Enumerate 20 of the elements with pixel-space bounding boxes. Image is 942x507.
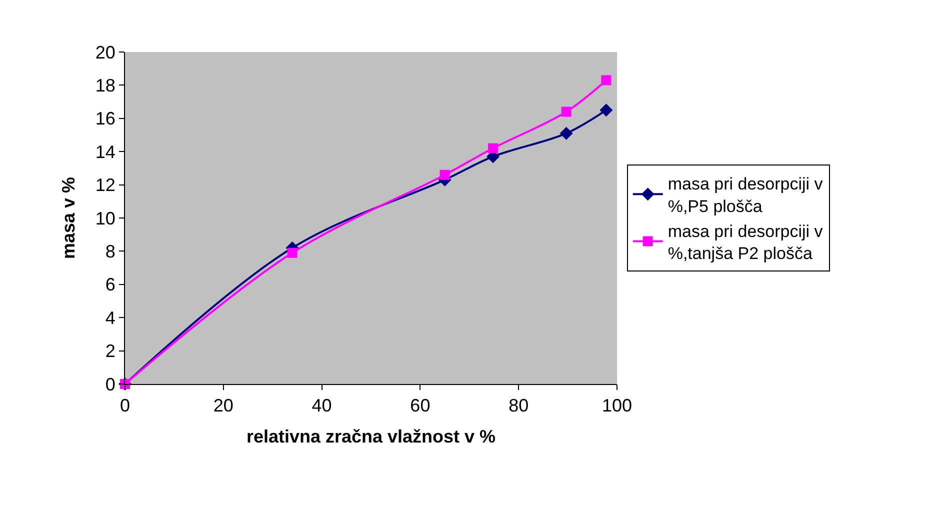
y-tick-label: 10 (95, 208, 116, 228)
legend-label: masa pri desorpciji v %,tanjša P2 plošča (668, 222, 824, 263)
y-tick-label: 0 (105, 374, 116, 394)
x-tick-label: 60 (410, 396, 430, 416)
y-tick-label: 6 (105, 274, 116, 295)
y-tick-label: 4 (105, 308, 116, 328)
x-axis-title: relativna zračna vlažnost v % (246, 426, 496, 447)
y-tick-label: 14 (95, 142, 116, 162)
x-tick-label: 100 (602, 396, 632, 416)
x-tick-label: 0 (120, 396, 130, 416)
y-axis-title: masa v % (58, 176, 79, 260)
x-tick-label: 20 (213, 396, 234, 416)
y-tick-label: 8 (105, 242, 116, 262)
x-tick-label: 40 (312, 396, 332, 416)
y-tick-label: 12 (95, 175, 116, 196)
y-tick-label: 16 (95, 108, 116, 129)
y-tick-label: 18 (95, 76, 116, 96)
y-tick-label: 20 (95, 42, 116, 62)
y-tick-label: 2 (105, 341, 116, 362)
x-tick-label: 80 (508, 396, 529, 416)
